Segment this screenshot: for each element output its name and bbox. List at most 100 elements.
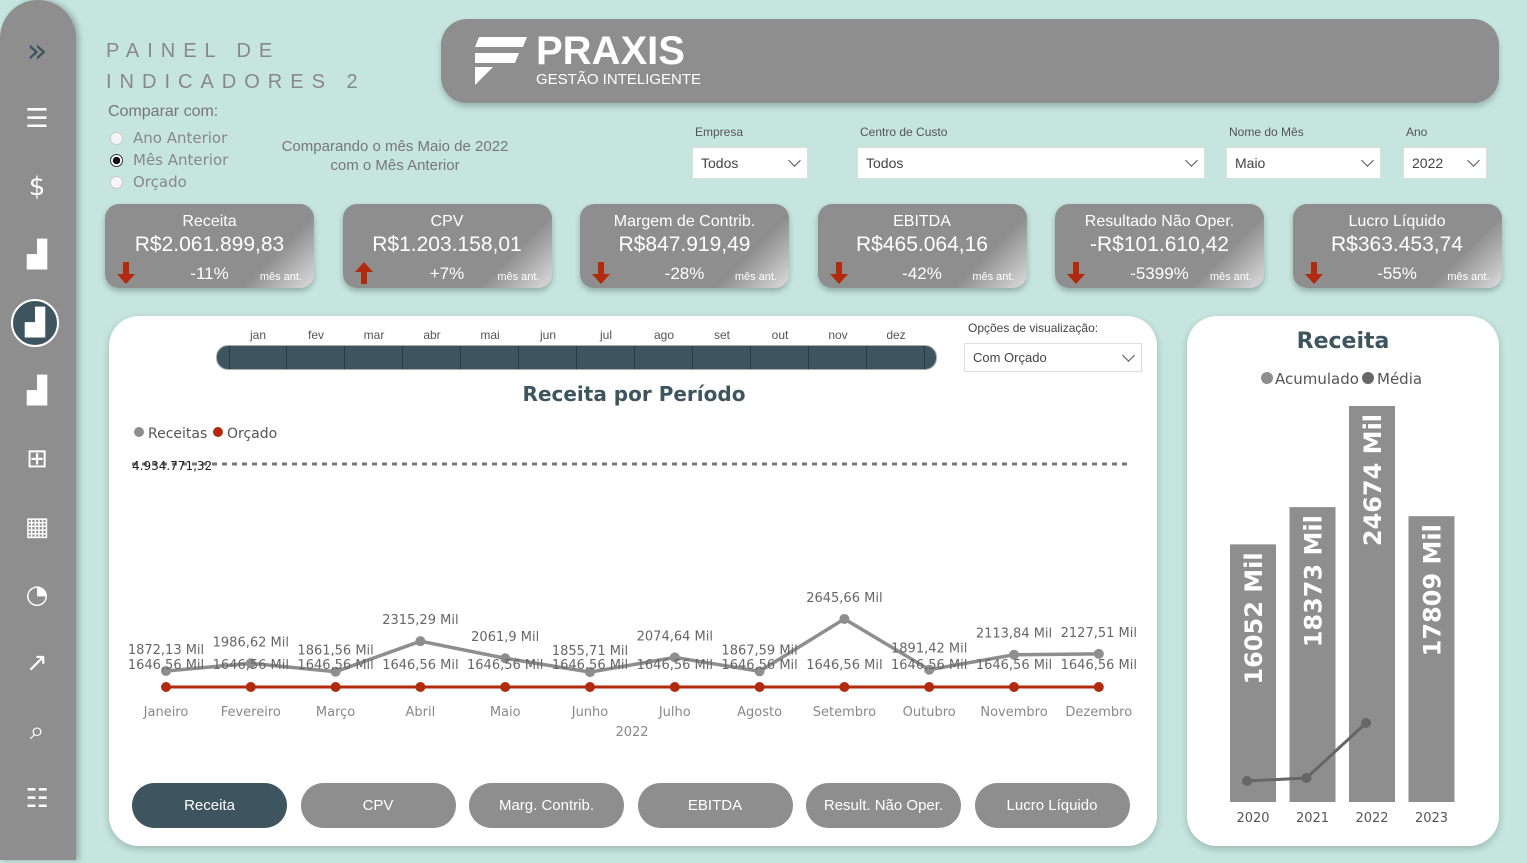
orcado-point[interactable] [924,682,935,692]
month-label[interactable]: mar [363,328,385,342]
month-cell[interactable] [229,346,287,369]
metric-button-0[interactable]: Receita [132,783,287,828]
media-point[interactable] [1242,776,1252,787]
receitas-point[interactable] [330,666,341,677]
month-label[interactable]: nov [828,328,848,342]
orcado-point[interactable] [330,682,341,692]
praxis-logo-icon [475,37,527,85]
sidebar-item-tendencia[interactable]: ↗ [18,644,56,682]
sidebar-item-expand[interactable]: » [18,31,56,71]
sidebar-item-indicadores-1[interactable]: ▟ [18,236,56,274]
month-cell[interactable] [809,346,867,369]
month-label[interactable]: set [713,328,730,342]
month-cell[interactable] [287,346,345,369]
pesquisa-icon: ⌕ [29,715,45,746]
orcado-point[interactable] [161,682,171,692]
month-label[interactable]: jun [539,328,556,342]
orcado-point[interactable] [245,682,256,692]
receitas-point[interactable] [585,667,595,678]
month-label[interactable]: out [771,328,789,342]
month-cell[interactable] [519,346,577,369]
receitas-point[interactable] [1093,648,1104,659]
sidebar-item-indicadores-2[interactable]: ▟ [11,299,59,347]
month-cell[interactable] [867,346,925,369]
radio-option[interactable]: Ano Anterior [110,127,228,149]
chevron-down-icon [1185,154,1198,167]
orcado-data-label: 1646,56 Mil [721,658,797,673]
month-slicer[interactable]: jan fev mar abr mai jun jul ago set out nov dez [216,328,937,370]
sidebar-item-calculadora[interactable]: ⊞ [18,440,56,478]
filter-dropdown-empresa[interactable]: Todos [692,147,808,179]
filter-dropdown-ano[interactable]: 2022 [1403,147,1487,179]
month-cell[interactable] [345,346,403,369]
view-options-label: Opções de visualização: [968,321,1099,335]
orcado-point[interactable] [500,682,511,692]
title-line-1: PAINEL DE [106,40,281,62]
acumulado-bar[interactable] [1408,516,1455,802]
receitas-point[interactable] [161,666,171,676]
metric-button-2[interactable]: Marg. Contrib. [469,783,624,828]
month-label[interactable]: dez [886,328,906,342]
month-cell[interactable] [751,346,809,369]
sidebar-item-relatorio[interactable]: ☰ [18,100,56,138]
radio-button[interactable] [110,131,123,145]
kpi-change: -28% [664,264,705,283]
orcado-point[interactable] [415,682,426,692]
sidebar-item-configuracoes[interactable]: ☷ [18,780,56,818]
month-cell[interactable] [403,346,461,369]
kpi-change: -5399% [1130,264,1189,283]
kpi-value: R$465.064,16 [856,233,988,256]
filter-value: Maio [1235,155,1266,171]
month-cell[interactable] [461,346,519,369]
orcado-point[interactable] [1009,682,1019,692]
receitas-point[interactable] [415,636,426,647]
sidebar-item-pesquisa[interactable]: ⌕ [18,712,56,750]
month-label[interactable]: abr [423,328,441,342]
receitas-point[interactable] [754,666,765,677]
receitas-point[interactable] [924,664,935,675]
receitas-point[interactable] [500,653,511,664]
view-options-dropdown[interactable]: Com Orçado [964,343,1142,372]
month-cell[interactable] [693,346,751,369]
orcado-data-label: 1646,56 Mil [891,658,967,673]
grafico-pizza-icon: ◔ [25,580,49,610]
sidebar-item-indicadores-3[interactable]: ▟ [18,372,56,410]
month-label[interactable]: fev [307,328,324,342]
receitas-point[interactable] [669,652,680,663]
acumulado-bar[interactable] [1230,544,1276,802]
month-label[interactable]: ago [653,328,675,342]
orcado-point[interactable] [1093,682,1104,692]
filter-dropdown-nome-do-mês[interactable]: Maio [1226,147,1381,179]
radio-option[interactable]: Orçado [110,171,228,193]
metric-button-5[interactable]: Lucro Líquido [974,783,1130,828]
filter-dropdown-centro-de-custo[interactable]: Todos [857,147,1205,179]
metric-button-3[interactable]: EBITDA [637,783,793,828]
metric-button-4[interactable]: Result. Não Oper. [806,783,961,828]
month-cell[interactable] [577,346,635,369]
x-tick-label: Janeiro [143,705,189,720]
sidebar-item-tabela[interactable]: ▦ [18,508,56,546]
receitas-point[interactable] [839,613,850,624]
receitas-point[interactable] [1009,649,1019,660]
orcado-point[interactable] [585,682,595,692]
receitas-data-label: 1867,59 Mil [721,643,797,658]
month-label[interactable]: mai [480,328,500,342]
media-point[interactable] [1361,718,1371,729]
metric-button-1[interactable]: CPV [300,783,456,828]
orcado-point[interactable] [669,682,680,692]
month-cell[interactable] [635,346,693,369]
sidebar-item-financeiro[interactable]: $ [18,168,56,206]
month-label[interactable]: jan [249,328,266,342]
media-point[interactable] [1301,773,1312,784]
sidebar-item-grafico-pizza[interactable]: ◔ [18,576,56,614]
orcado-point[interactable] [839,682,850,692]
radio-button[interactable] [110,153,123,167]
x-axis-label: 2022 [615,725,648,740]
radio-option[interactable]: Mês Anterior [110,149,228,171]
receitas-point[interactable] [245,658,256,669]
acumulado-bar[interactable] [1349,405,1395,802]
month-label[interactable]: jul [599,328,612,342]
orcado-point[interactable] [754,682,765,692]
radio-button[interactable] [110,175,123,189]
acumulado-bar[interactable] [1289,507,1336,802]
